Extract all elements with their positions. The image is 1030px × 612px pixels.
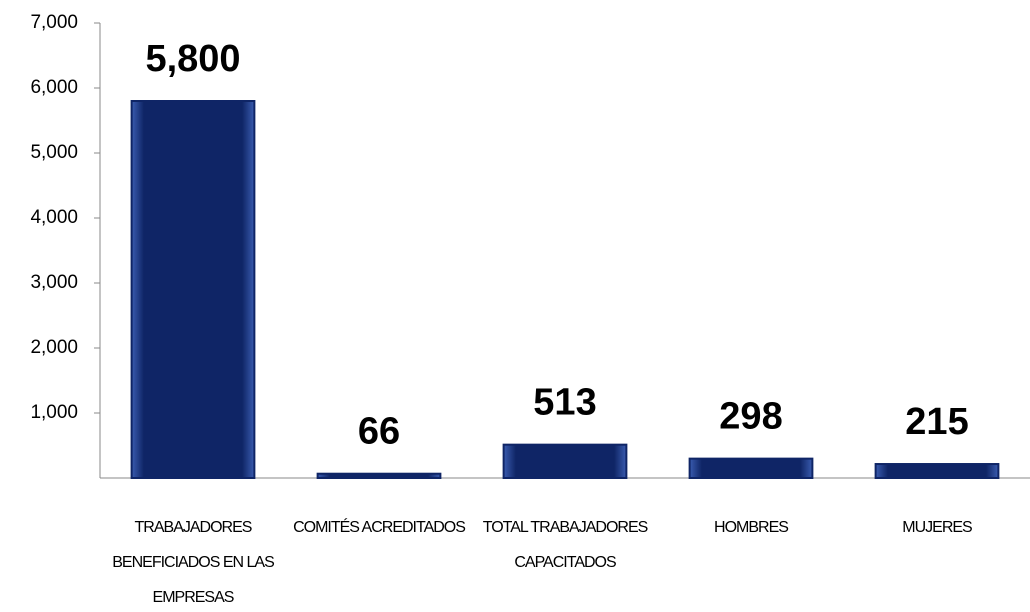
y-tick-label: 7,000: [30, 12, 78, 33]
bar: [316, 472, 442, 479]
y-tick-label: 3,000: [30, 272, 78, 293]
x-tick-label: HOMBRES: [714, 519, 789, 536]
bar: [688, 457, 814, 480]
y-tick-label: 6,000: [30, 77, 78, 98]
x-tick-label: COMITÉS ACREDITADOS: [293, 519, 466, 536]
value-label: 66: [358, 411, 400, 453]
x-tick-label: TOTAL TRABAJADORES CAPACITADOS: [482, 519, 649, 571]
value-label: 513: [533, 382, 596, 424]
bar: [130, 100, 256, 479]
value-label: 215: [905, 401, 968, 443]
x-tick-label: MUJERES: [902, 519, 972, 536]
y-tick-label: 2,000: [30, 337, 78, 358]
x-tick-label: TRABAJADORES BENEFICIADOS EN LAS EMPRESA…: [112, 519, 275, 606]
y-tick-label: 5,000: [30, 142, 78, 163]
bar: [502, 443, 628, 479]
y-tick-label: 4,000: [30, 207, 78, 228]
y-tick-label: 1,000: [30, 402, 78, 423]
value-label: 5,800: [145, 38, 240, 80]
value-label: 298: [719, 396, 782, 438]
bar: [874, 463, 1000, 479]
